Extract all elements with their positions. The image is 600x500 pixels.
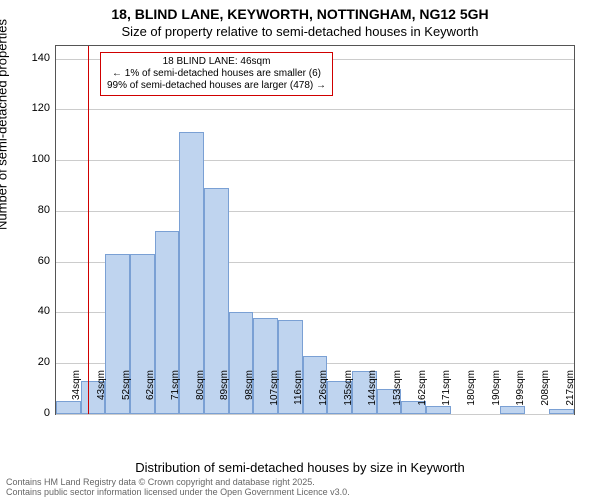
- annotation-box: 18 BLIND LANE: 46sqm← 1% of semi-detache…: [100, 52, 333, 96]
- x-tick-label: 153sqm: [392, 370, 403, 420]
- x-tick-label: 126sqm: [318, 370, 329, 420]
- gridline: [56, 211, 574, 212]
- x-tick-label: 217sqm: [565, 370, 576, 420]
- y-axis-label: Number of semi-detached properties: [0, 19, 10, 230]
- x-tick-label: 116sqm: [293, 370, 304, 420]
- x-axis-label: Distribution of semi-detached houses by …: [0, 460, 600, 475]
- annotation-line: 99% of semi-detached houses are larger (…: [107, 80, 326, 92]
- annotation-line: 18 BLIND LANE: 46sqm: [107, 56, 326, 68]
- chart-container: 18, BLIND LANE, KEYWORTH, NOTTINGHAM, NG…: [0, 0, 600, 500]
- gridline: [56, 160, 574, 161]
- footer-attribution: Contains HM Land Registry data © Crown c…: [6, 478, 350, 498]
- chart-subtitle: Size of property relative to semi-detach…: [0, 24, 600, 39]
- x-tick-label: 199sqm: [515, 370, 526, 420]
- x-tick-label: 43sqm: [96, 370, 107, 420]
- y-tick-label: 0: [10, 407, 50, 419]
- x-tick-label: 208sqm: [540, 370, 551, 420]
- chart-title: 18, BLIND LANE, KEYWORTH, NOTTINGHAM, NG…: [0, 6, 600, 22]
- footer-line2: Contains public sector information licen…: [6, 488, 350, 498]
- x-tick-label: 71sqm: [170, 370, 181, 420]
- x-tick-label: 144sqm: [367, 370, 378, 420]
- x-tick-label: 162sqm: [417, 370, 428, 420]
- gridline: [56, 109, 574, 110]
- x-tick-label: 80sqm: [195, 370, 206, 420]
- reference-line: [88, 46, 89, 414]
- y-tick-label: 80: [10, 204, 50, 216]
- plot-area: 18 BLIND LANE: 46sqm← 1% of semi-detache…: [55, 45, 575, 415]
- x-tick-label: 89sqm: [219, 370, 230, 420]
- x-tick-label: 98sqm: [244, 370, 255, 420]
- x-tick-label: 107sqm: [269, 370, 280, 420]
- annotation-line: ← 1% of semi-detached houses are smaller…: [107, 68, 326, 80]
- x-tick-label: 171sqm: [441, 370, 452, 420]
- y-tick-label: 140: [10, 52, 50, 64]
- x-tick-label: 190sqm: [491, 370, 502, 420]
- y-tick-label: 40: [10, 305, 50, 317]
- x-tick-label: 52sqm: [121, 370, 132, 420]
- y-tick-label: 60: [10, 255, 50, 267]
- y-tick-label: 120: [10, 102, 50, 114]
- y-tick-label: 20: [10, 356, 50, 368]
- x-tick-label: 62sqm: [145, 370, 156, 420]
- x-tick-label: 135sqm: [343, 370, 354, 420]
- x-tick-label: 34sqm: [71, 370, 82, 420]
- y-tick-label: 100: [10, 153, 50, 165]
- x-tick-label: 180sqm: [466, 370, 477, 420]
